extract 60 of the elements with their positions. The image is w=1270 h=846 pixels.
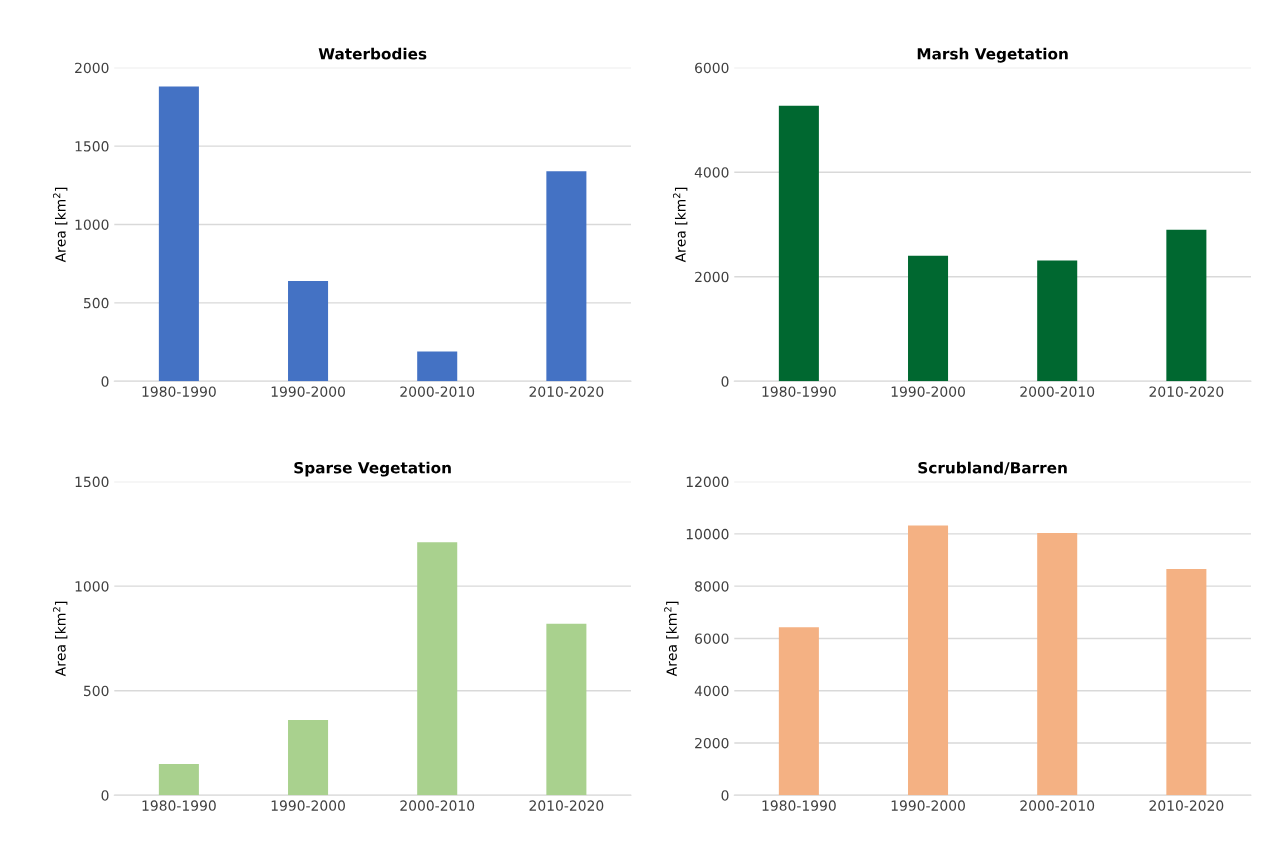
y-tick-label: 2000 <box>75 62 109 74</box>
y-tick-label: 1500 <box>75 141 109 152</box>
x-tick-label: 2010-2020 <box>529 800 604 811</box>
y-tick-label: 0 <box>721 376 729 387</box>
chart-title: Sparse Vegetation <box>294 461 451 477</box>
bar <box>417 542 458 796</box>
x-tick-label: 1980-1990 <box>762 800 836 811</box>
x-tick-label: 1990-2000 <box>271 386 345 397</box>
x-tick-label: 2000-2010 <box>400 800 475 811</box>
bar <box>546 171 587 382</box>
y-tick-label: 0 <box>101 376 109 387</box>
bar <box>908 255 949 382</box>
x-tick-label: 2000-2010 <box>1020 386 1095 397</box>
x-tick-label: 2010-2020 <box>1149 386 1224 397</box>
y-tick-label: 4000 <box>694 685 729 697</box>
y-tick-label: 12000 <box>686 476 729 488</box>
y-tick-label: 2000 <box>695 737 729 749</box>
bar <box>288 280 329 382</box>
x-tick-label: 2010-2020 <box>1149 800 1224 811</box>
y-tick-label: 6000 <box>695 633 729 644</box>
bar <box>778 105 819 382</box>
x-tick-label: 1990-2000 <box>891 386 965 397</box>
y-tick-label: 6000 <box>695 62 729 74</box>
y-axis-title: Area [km$^{2}$] <box>53 187 68 263</box>
y-axis-title: Area [km$^{2}$] <box>664 601 679 677</box>
y-tick-label: 2000 <box>695 271 729 283</box>
x-tick-label: 1980-1990 <box>142 800 216 811</box>
bar <box>908 525 949 796</box>
y-tick-label: 10000 <box>686 528 729 540</box>
bar <box>1166 568 1207 796</box>
chart-title: Scrubland/Barren <box>918 461 1067 475</box>
chart-title: Waterbodies <box>318 47 427 60</box>
y-tick-label: 1000 <box>75 219 109 230</box>
y-tick-label: 8000 <box>695 581 729 592</box>
bar <box>546 623 587 796</box>
chart-title: Marsh Vegetation <box>917 47 1068 63</box>
bar <box>1037 260 1078 382</box>
y-tick-label: 500 <box>84 297 109 309</box>
y-axis-title: Area [km$^{2}$] <box>53 601 68 677</box>
bar <box>417 351 458 382</box>
y-tick-label: 500 <box>84 685 109 697</box>
bar <box>158 763 199 796</box>
y-tick-label: 0 <box>721 790 729 801</box>
bar <box>778 627 819 796</box>
x-tick-label: 1980-1990 <box>142 386 216 397</box>
x-tick-label: 1990-2000 <box>891 800 965 811</box>
y-tick-label: 0 <box>101 790 109 801</box>
y-axis-title: Area [km$^{2}$] <box>673 187 688 263</box>
bar <box>1037 533 1078 796</box>
y-tick-label: 1500 <box>75 476 109 488</box>
bar <box>288 719 329 796</box>
y-tick-label: 1000 <box>75 581 109 592</box>
x-tick-label: 1980-1990 <box>762 386 836 397</box>
x-tick-label: 2010-2020 <box>529 386 604 397</box>
x-tick-label: 1990-2000 <box>271 800 345 811</box>
bar <box>1166 229 1207 382</box>
bar <box>158 86 199 382</box>
x-tick-label: 2000-2010 <box>400 386 475 397</box>
x-tick-label: 2000-2010 <box>1020 800 1095 811</box>
y-tick-label: 4000 <box>694 167 729 178</box>
